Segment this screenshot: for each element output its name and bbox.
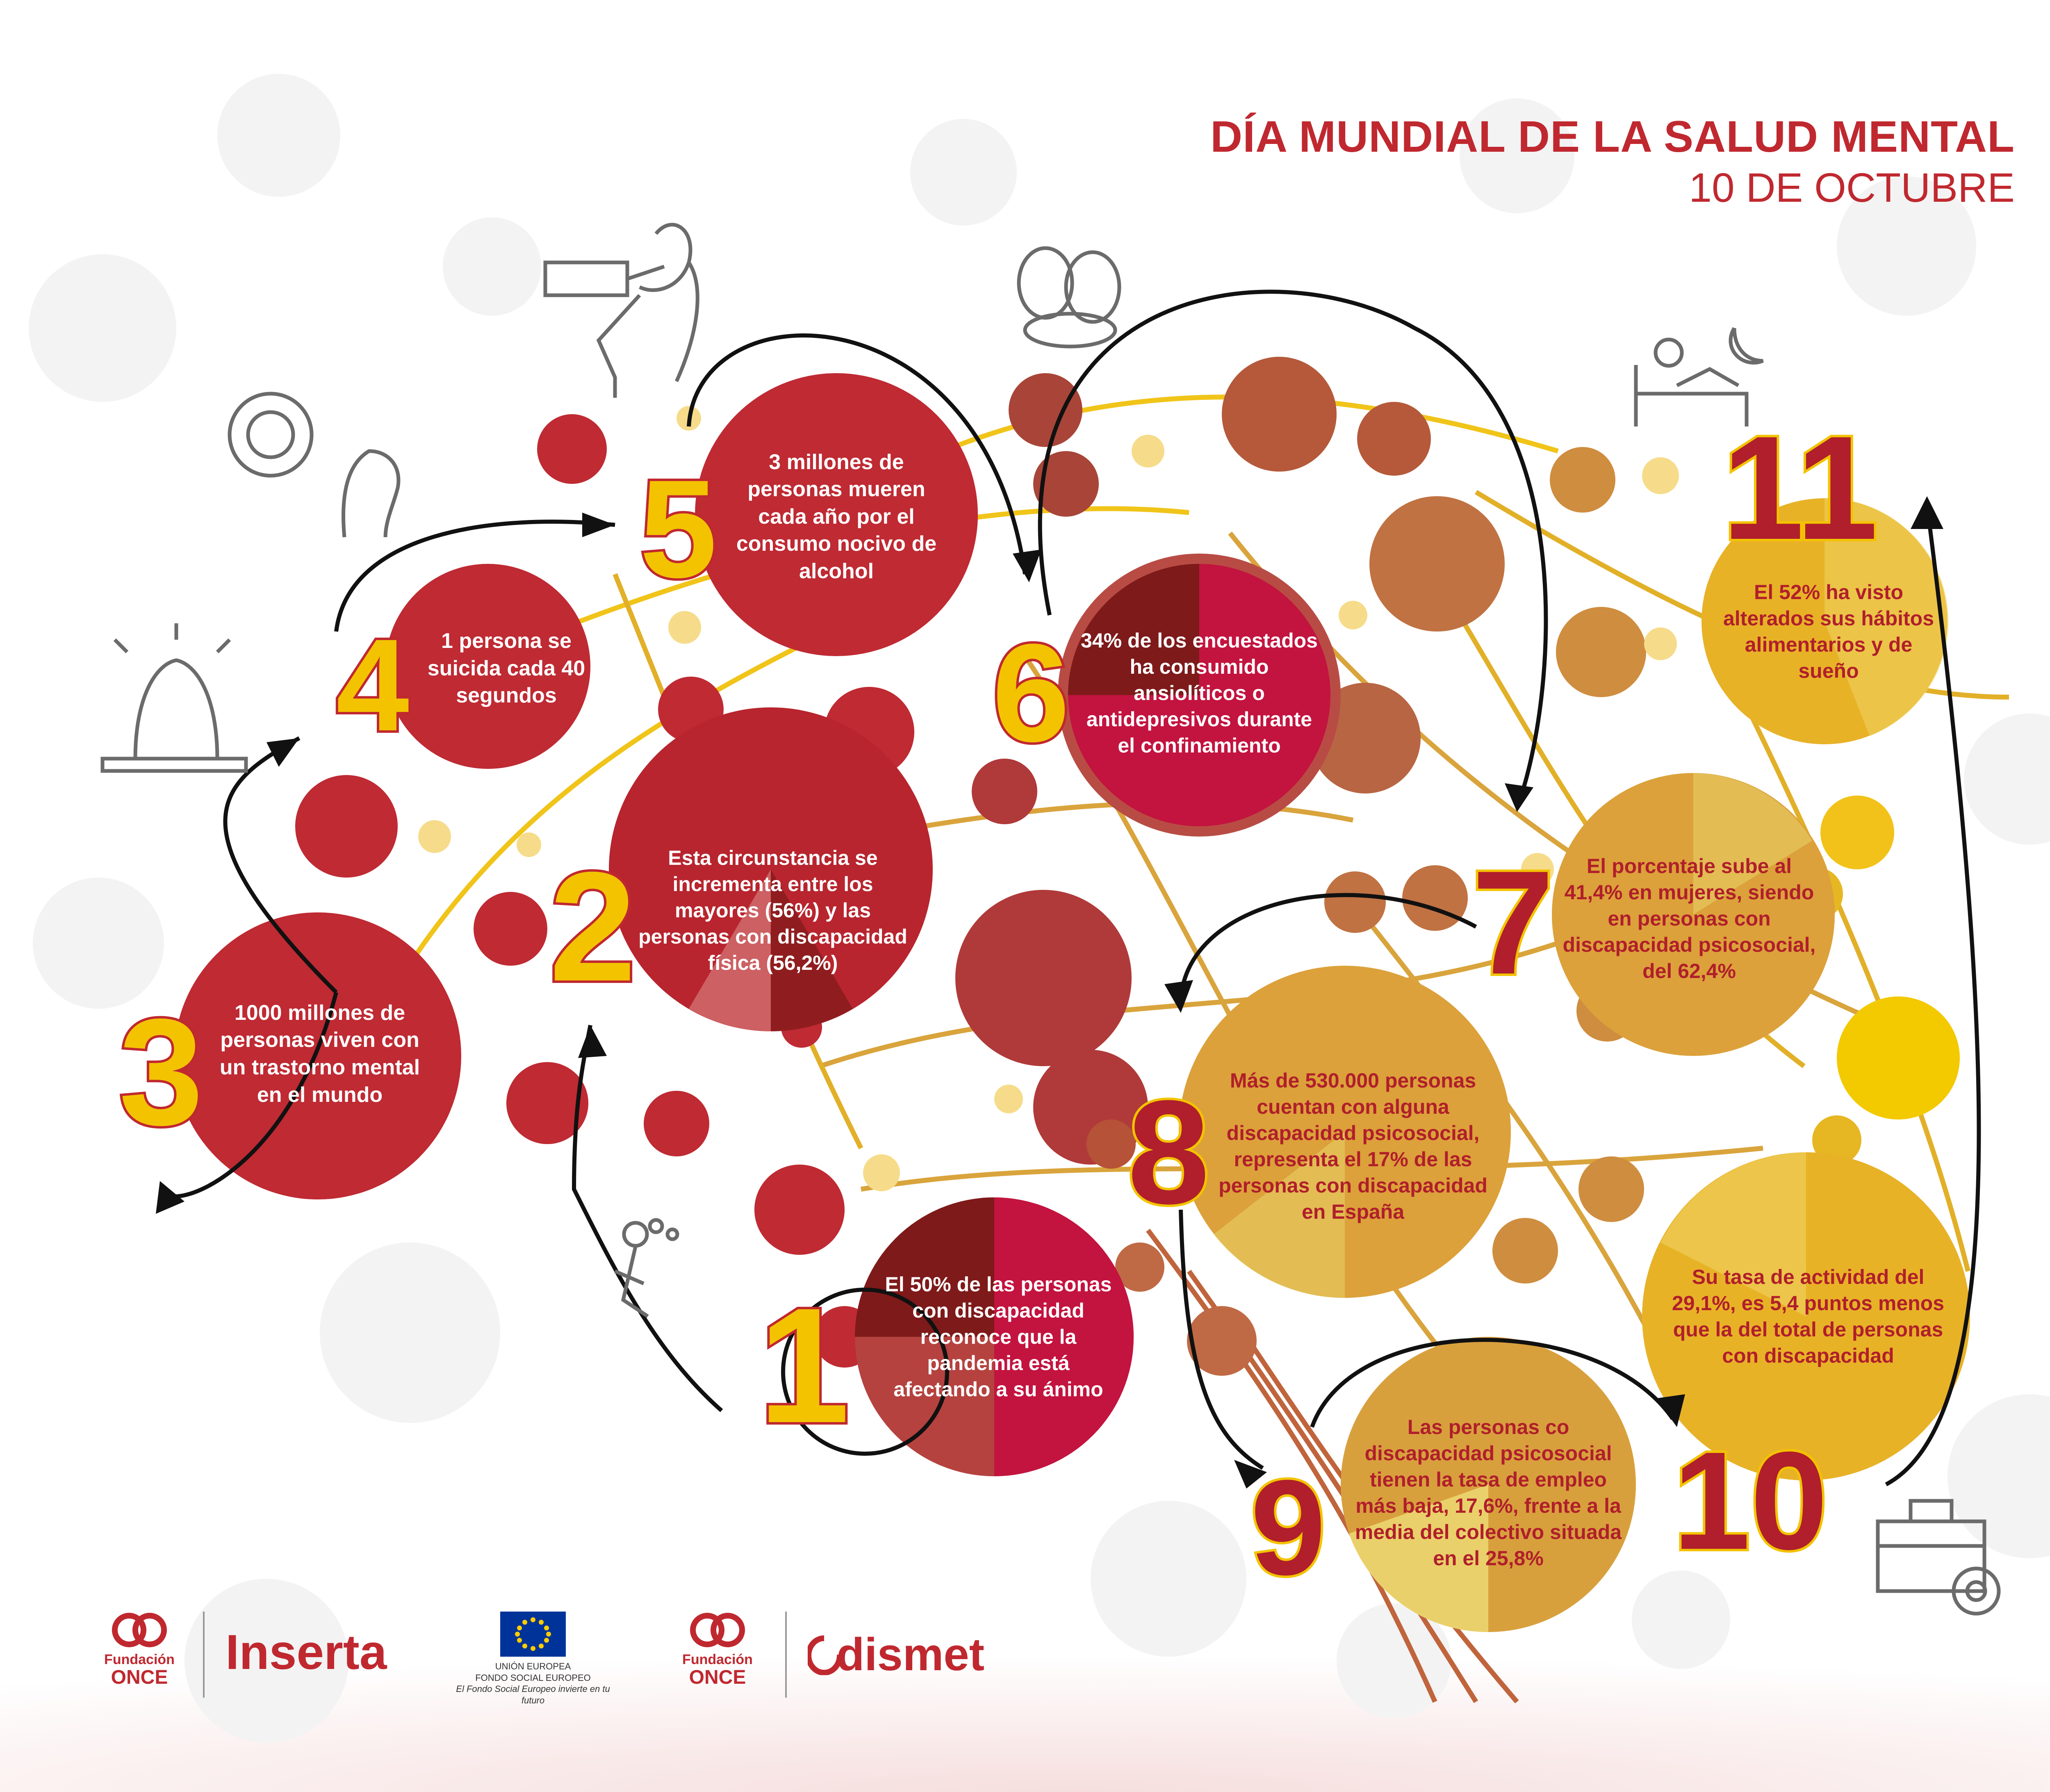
eu-flag-logo bbox=[500, 1612, 566, 1657]
page-subtitle: 10 DE OCTUBRE bbox=[1689, 165, 2015, 211]
step-10-number: 10 bbox=[1670, 1423, 1830, 1579]
page-title: DÍA MUNDIAL DE LA SALUD MENTAL bbox=[1210, 112, 2015, 161]
step-3-number: 3 bbox=[116, 987, 206, 1157]
step-8-text: Más de 530.000 personas cuentan con algu… bbox=[1219, 1069, 1487, 1223]
odismet-mark-icon bbox=[808, 1635, 840, 1675]
step-3-text: 1000 millones de personas viven con un t… bbox=[219, 1001, 420, 1107]
step-10-text: Su tasa de actividad del 29,1%, es 5,4 p… bbox=[1672, 1265, 1945, 1367]
bubble-7-pie bbox=[1693, 773, 1812, 914]
step-7-number: 7 bbox=[1469, 840, 1556, 1005]
odismet-logo: dismet bbox=[836, 1629, 984, 1680]
step-8-number: 8 bbox=[1125, 1070, 1212, 1235]
fundacion-once-logo-2 bbox=[690, 1613, 745, 1647]
step-4-number: 4 bbox=[334, 611, 412, 758]
step-6-text: 34% de los encuestados ha consumido ansi… bbox=[1080, 629, 1318, 757]
bubble-5 bbox=[695, 373, 978, 656]
virus-watermark-icons bbox=[29, 74, 2050, 1743]
fundacion-once-label-2: Fundación ONCE bbox=[682, 1652, 753, 1688]
title-block: DÍA MUNDIAL DE LA SALUD MENTAL 10 DE OCT… bbox=[1210, 111, 2015, 212]
bubble-9-pie bbox=[1349, 1484, 1488, 1632]
fundacion-once-logo-1 bbox=[112, 1613, 167, 1647]
logo-divider bbox=[203, 1612, 205, 1698]
bubble-3 bbox=[174, 912, 461, 1199]
step-9-number: 9 bbox=[1248, 1452, 1328, 1603]
bubble-8-pie bbox=[1214, 1132, 1345, 1298]
bubble-10-pie bbox=[1660, 1152, 1806, 1316]
step-5-number: 5 bbox=[637, 451, 720, 607]
fundacion-once-label-1: Fundación ONCE bbox=[104, 1652, 175, 1688]
depression-icon bbox=[614, 1218, 679, 1318]
step-11-text: El 52% ha visto alterados sus hábitos al… bbox=[1723, 581, 1934, 682]
bubble-6-pie bbox=[1068, 564, 1199, 695]
step-4-text: 1 persona se suicida cada 40 segundos bbox=[427, 629, 585, 708]
briefcase-gear-icon bbox=[1876, 1499, 2001, 1616]
pills-icon bbox=[1017, 246, 1121, 349]
mental-health-icon bbox=[228, 392, 401, 538]
step-9-text: Las personas co discapacidad psicosocial… bbox=[1355, 1416, 1622, 1570]
insomnia-icon bbox=[1634, 327, 1764, 426]
step-1-number: 1 bbox=[756, 1274, 852, 1457]
suicide-icon bbox=[100, 623, 248, 773]
bubble-4 bbox=[385, 564, 590, 769]
flow-arrows bbox=[162, 290, 1981, 1486]
bubble-1-pie bbox=[994, 1197, 1134, 1476]
step-5-text: 3 millones de personas mueren cada año p… bbox=[736, 450, 937, 583]
arrow-heads bbox=[156, 496, 1943, 1489]
logo-divider-2 bbox=[785, 1612, 787, 1698]
step-7-text: El porcentaje sube al 41,4% en mujeres, … bbox=[1563, 855, 1816, 983]
bubble-11-pie bbox=[1824, 498, 1949, 736]
step-6-number: 6 bbox=[990, 615, 1072, 771]
bubble-2-pie bbox=[689, 869, 771, 1031]
step-1-text: El 50% de las personas con discapacidad … bbox=[885, 1273, 1112, 1401]
step-2-number: 2 bbox=[547, 839, 638, 1014]
eu-label: UNIÓN EUROPEA FONDO SOCIAL EUROPEO El Fo… bbox=[456, 1661, 610, 1705]
alcohol-icon bbox=[543, 223, 699, 398]
step-2-text: Esta circunstancia se incrementa entre l… bbox=[638, 846, 907, 974]
step-11-number: 11 bbox=[1720, 406, 1881, 570]
inserta-logo: Inserta bbox=[226, 1625, 387, 1680]
